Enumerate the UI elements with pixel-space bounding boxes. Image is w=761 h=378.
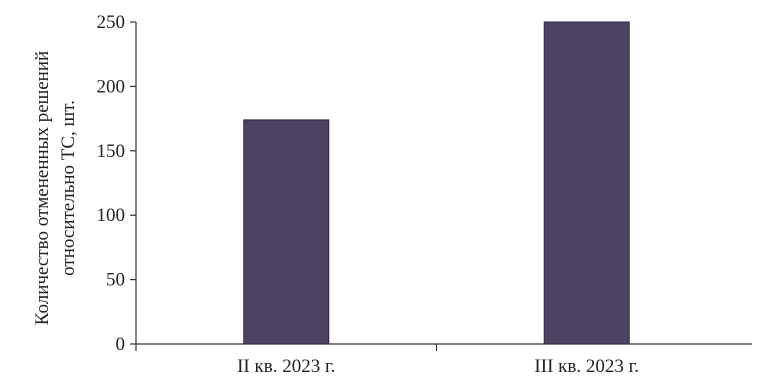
y-axis: 0 50 100 150 200 250 [97, 12, 137, 355]
x-tick-label: II кв. 2023 г. [237, 356, 335, 377]
y-axis-title-line-2: относительно ТС, шт. [58, 100, 79, 276]
y-tick-label: 150 [97, 141, 126, 162]
bar [543, 21, 630, 345]
y-tick-label: 50 [106, 270, 125, 291]
y-tick-label: 0 [116, 334, 126, 355]
y-tick-label: 100 [97, 205, 126, 226]
bar [243, 119, 330, 345]
x-axis: II кв. 2023 г. III кв. 2023 г. [135, 343, 752, 377]
y-axis-title-line-1: Количество отмененных решений [32, 51, 53, 325]
y-axis-title: Количество отмененных решений относитель… [32, 51, 79, 325]
y-tick-label: 200 [97, 76, 126, 97]
y-tick-label: 250 [97, 12, 126, 33]
x-tick-label: III кв. 2023 г. [534, 356, 639, 377]
bars [243, 21, 630, 345]
